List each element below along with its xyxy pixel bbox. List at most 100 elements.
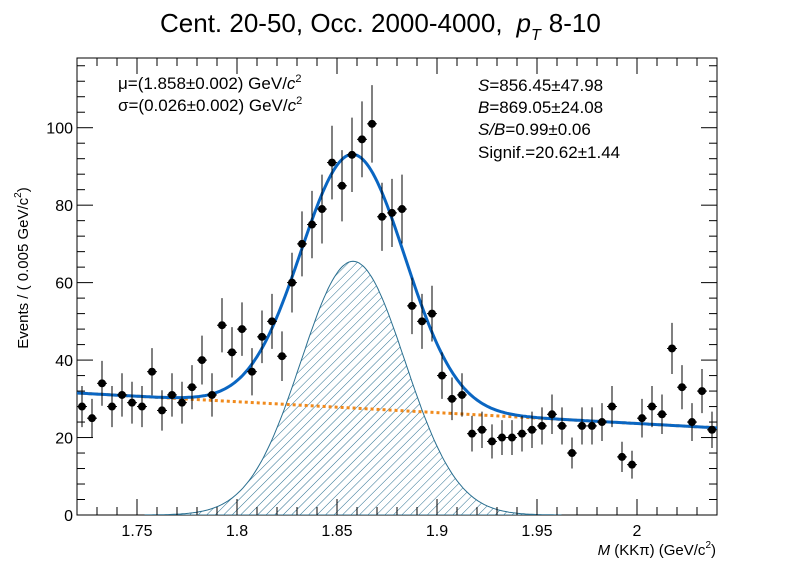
data-point	[707, 411, 717, 448]
data-point-marker	[98, 379, 106, 388]
x-tick-label: 1.8	[226, 523, 248, 540]
data-point-marker	[238, 325, 246, 334]
title-pt-range: 8-10	[549, 8, 601, 38]
x-tick-label: 1.75	[121, 523, 152, 540]
data-point-marker	[638, 414, 646, 423]
chart-title: Cent. 20-50, Occ. 2000-4000, pT 8-10	[160, 8, 601, 44]
data-point-marker	[588, 421, 596, 430]
x-tick-label: 1.85	[321, 523, 352, 540]
data-point	[447, 377, 457, 421]
stat-significance: Signif.=20.62±1.44	[478, 143, 620, 162]
data-point	[467, 415, 477, 452]
data-point	[477, 411, 487, 448]
data-point-marker	[158, 406, 166, 415]
stat-background: B=869.05±24.08	[478, 98, 603, 117]
data-point-marker	[708, 425, 716, 434]
stat-mu: μ=(1.858±0.002) GeV/c2	[118, 73, 302, 93]
stat-signal: S=856.45±47.98	[478, 76, 603, 95]
data-point	[137, 386, 147, 428]
data-point-marker	[348, 150, 356, 159]
y-tick-label: 80	[55, 198, 73, 215]
data-point-marker	[248, 367, 256, 376]
data-point-marker	[448, 394, 456, 403]
data-point	[437, 352, 447, 399]
data-point-marker	[528, 425, 536, 434]
stat-sigma: σ=(0.026±0.002) GeV/c2	[118, 95, 302, 115]
data-point-marker	[168, 390, 176, 399]
data-point	[487, 424, 497, 459]
data-point-marker	[378, 212, 386, 221]
data-point	[287, 252, 297, 313]
data-point-marker	[328, 158, 336, 167]
data-point	[97, 360, 107, 406]
data-point	[127, 381, 137, 424]
data-point	[327, 125, 337, 200]
data-point-marker	[318, 205, 326, 214]
data-point	[237, 302, 247, 356]
data-point-marker	[458, 390, 466, 399]
data-point-marker	[688, 418, 696, 427]
data-point-marker	[438, 371, 446, 380]
data-point	[197, 335, 207, 385]
data-point-marker	[228, 348, 236, 357]
data-point-marker	[668, 344, 676, 353]
data-point	[297, 211, 307, 277]
y-tick-label: 40	[55, 353, 73, 370]
data-point	[147, 348, 157, 396]
title-pt-sub: T	[531, 27, 542, 44]
data-point	[527, 411, 537, 448]
y-tick-label: 60	[55, 276, 73, 293]
x-tick-label: 1.95	[521, 523, 552, 540]
data-point-marker	[658, 410, 666, 419]
data-points	[77, 85, 717, 479]
title-main: Cent. 20-50, Occ. 2000-4000,	[160, 8, 503, 38]
signal-fit-area	[144, 260, 562, 515]
data-point-marker	[108, 402, 116, 411]
data-point	[157, 390, 167, 431]
data-point-marker	[188, 383, 196, 392]
data-point	[187, 365, 197, 410]
data-point	[677, 365, 687, 410]
data-point	[207, 373, 217, 417]
data-point	[567, 437, 577, 469]
data-point	[647, 386, 657, 428]
total-fit-curve	[77, 152, 717, 430]
data-point	[337, 150, 347, 222]
data-point-marker	[598, 418, 606, 427]
data-point	[497, 420, 507, 455]
data-point	[417, 293, 427, 349]
data-point	[607, 386, 617, 428]
data-point-marker	[498, 433, 506, 442]
data-point-marker	[488, 437, 496, 446]
data-point-marker	[618, 452, 626, 461]
data-point-marker	[518, 429, 526, 438]
data-point	[457, 373, 467, 417]
data-point	[307, 190, 317, 259]
y-tick-label: 0	[64, 508, 73, 525]
data-point-marker	[288, 278, 296, 287]
data-point	[387, 178, 397, 247]
data-point	[547, 394, 557, 435]
data-point	[667, 322, 677, 375]
data-point	[267, 293, 277, 349]
data-point	[107, 386, 117, 428]
data-point-marker	[128, 398, 136, 407]
data-point	[587, 407, 597, 445]
x-axis-label: M (KKπ) (GeV/c2)	[598, 540, 716, 559]
data-point-marker	[88, 414, 96, 423]
data-point-marker	[468, 429, 476, 438]
x-tick-label: 1.9	[426, 523, 448, 540]
data-point-marker	[578, 421, 586, 430]
data-point	[217, 298, 227, 353]
data-point	[87, 398, 97, 438]
total-fit-line	[77, 152, 717, 430]
data-point	[177, 381, 187, 424]
data-point-marker	[388, 208, 396, 217]
data-point	[317, 174, 327, 244]
data-point	[507, 420, 517, 455]
data-point-marker	[198, 356, 206, 365]
data-point-marker	[558, 421, 566, 430]
data-point	[407, 277, 417, 335]
